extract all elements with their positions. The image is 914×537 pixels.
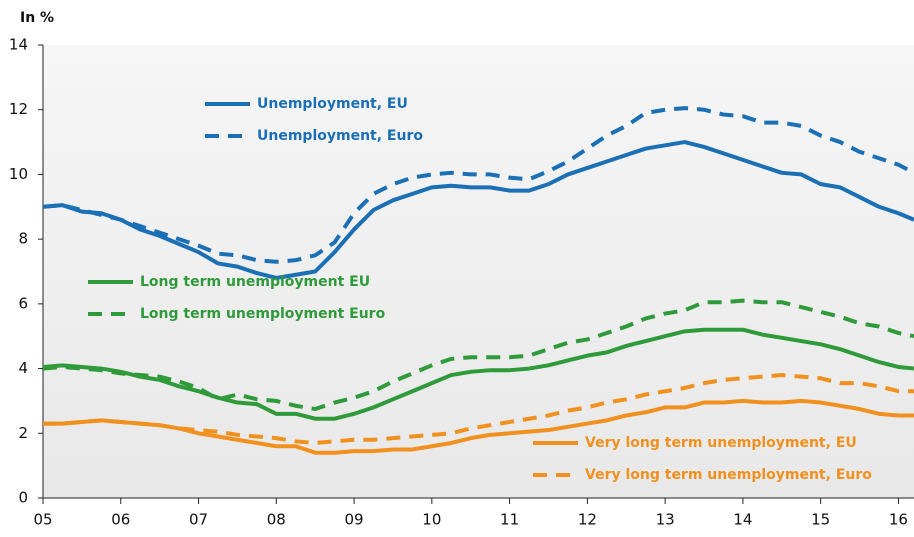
y-tick-label: 4 [18, 359, 28, 377]
x-tick-label: 14 [733, 511, 752, 529]
series-line [42, 106, 914, 264]
x-tick-label: 11 [500, 511, 519, 529]
series-line [42, 327, 914, 421]
legend-label: Unemployment, EU [257, 96, 408, 112]
x-tick-label: 07 [189, 511, 208, 529]
y-tick-label: 12 [9, 100, 28, 118]
x-tick-label: 16 [889, 511, 908, 529]
series-line [42, 140, 914, 280]
x-tick-label: 09 [345, 511, 364, 529]
x-tick-label: 08 [267, 511, 286, 529]
series-line [42, 298, 914, 412]
legend-label: Unemployment, Euro [257, 128, 423, 144]
y-tick-label: 0 [18, 489, 28, 507]
x-tick-label: 15 [811, 511, 830, 529]
x-tick-label: 06 [111, 511, 130, 529]
x-tick-label: 05 [33, 511, 52, 529]
y-tick-label: 8 [18, 230, 28, 248]
y-tick-label: 2 [18, 424, 28, 442]
y-tick-label: 14 [9, 36, 28, 54]
x-tick-label: 12 [578, 511, 597, 529]
legend-label: Long term unemployment EU [140, 274, 370, 290]
x-tick-label: 10 [422, 511, 441, 529]
legend-label: Very long term unemployment, Euro [585, 467, 872, 483]
y-tick-label: 6 [18, 294, 28, 312]
y-axis-label: In % [20, 10, 54, 26]
x-tick-label: 13 [656, 511, 675, 529]
y-tick-label: 10 [9, 165, 28, 183]
series-line [43, 373, 914, 445]
plot-area [43, 45, 914, 498]
legend-label: Very long term unemployment, EU [585, 435, 857, 451]
legend-label: Long term unemployment Euro [140, 306, 386, 322]
